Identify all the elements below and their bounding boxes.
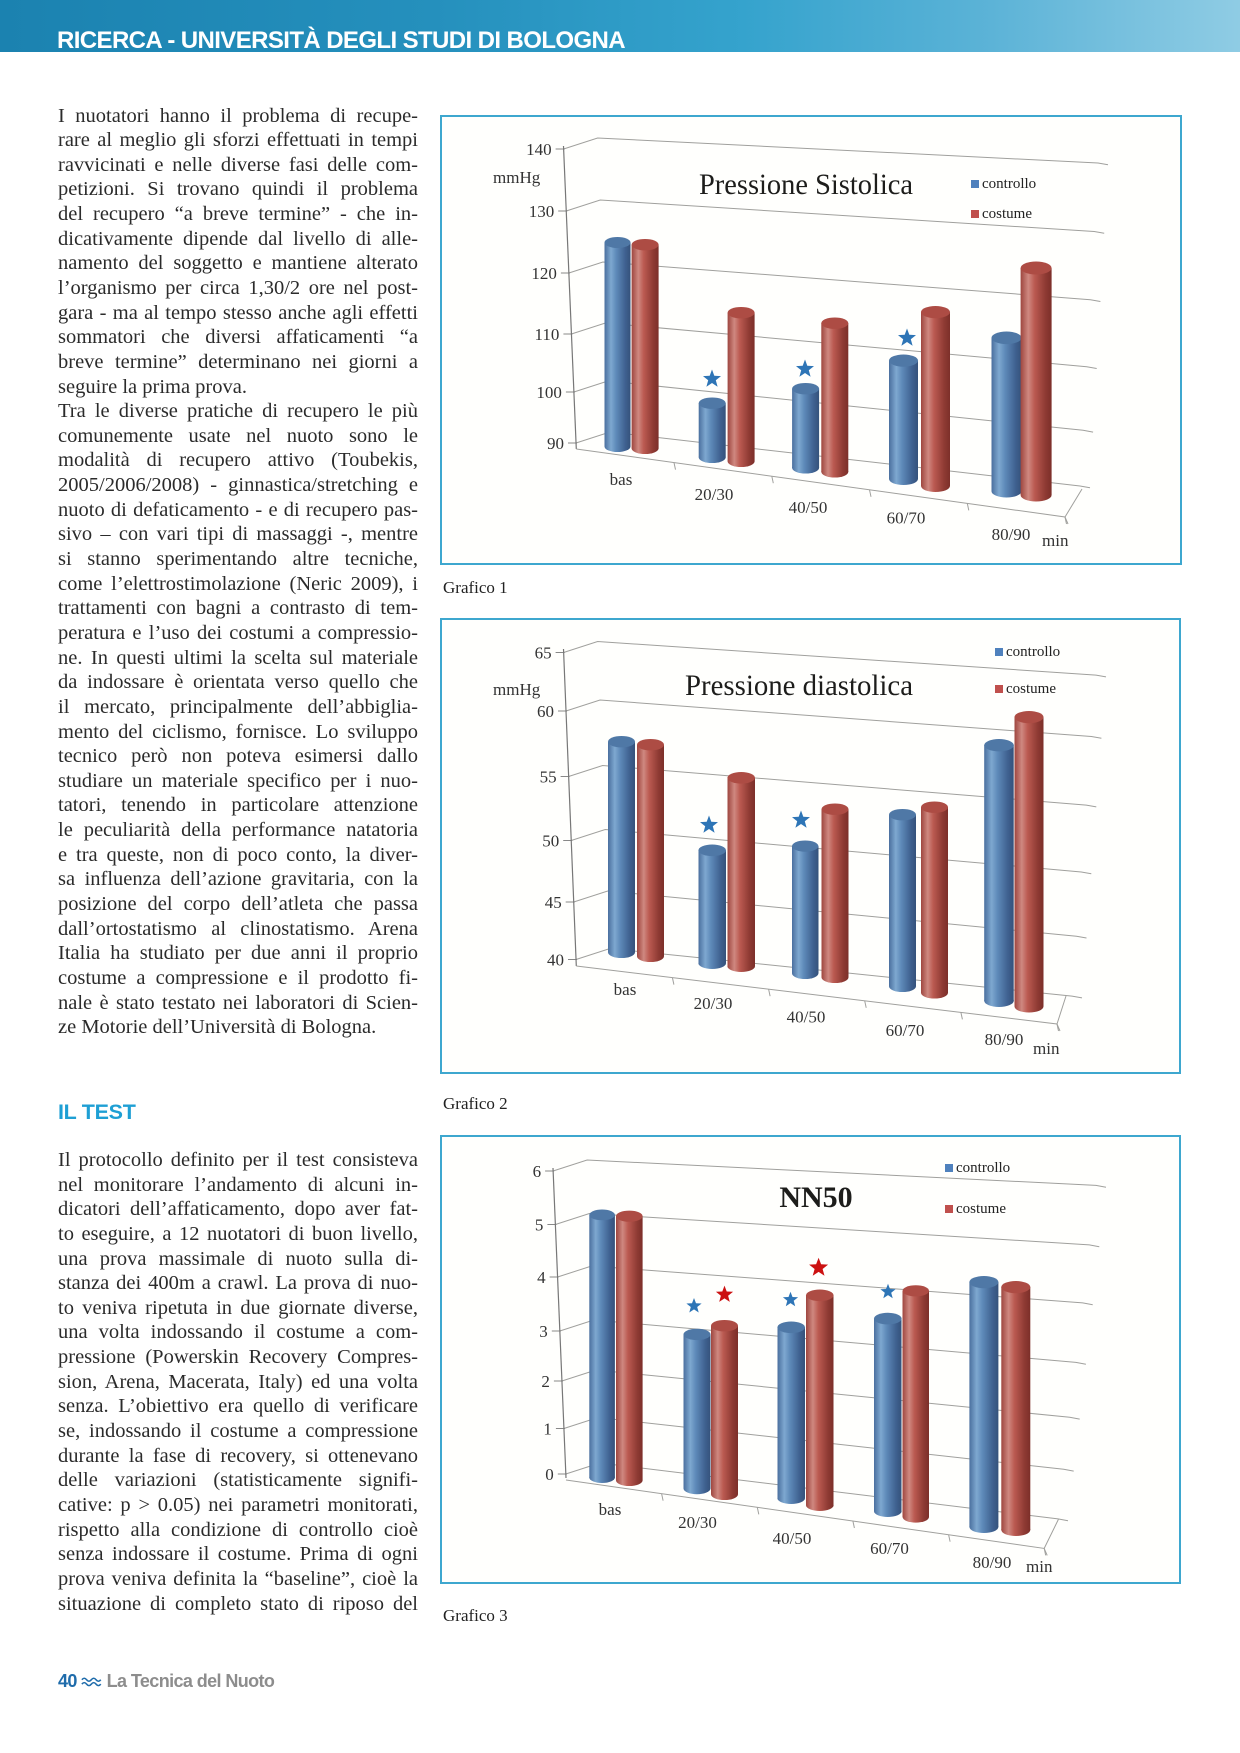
svg-text:80/90: 80/90 [973,1553,1012,1572]
svg-text:120: 120 [531,264,557,283]
svg-text:20/30: 20/30 [694,994,733,1013]
svg-text:6: 6 [533,1162,542,1181]
svg-text:min: min [1026,1557,1053,1576]
svg-text:60/70: 60/70 [870,1539,909,1558]
svg-text:Pressione diastolica: Pressione diastolica [685,669,913,702]
svg-text:costume: costume [982,206,1032,222]
svg-text:min: min [1042,531,1069,550]
svg-text:50: 50 [542,832,559,851]
svg-text:Pressione Sistolica: Pressione Sistolica [699,168,913,201]
svg-text:80/90: 80/90 [992,525,1031,544]
svg-text:80/90: 80/90 [985,1030,1024,1049]
svg-text:costume: costume [956,1201,1006,1217]
svg-text:110: 110 [535,325,560,344]
svg-text:20/30: 20/30 [678,1513,717,1532]
svg-text:4: 4 [537,1268,546,1287]
svg-text:140: 140 [526,140,552,159]
svg-text:5: 5 [535,1216,544,1235]
svg-text:2: 2 [541,1372,550,1391]
svg-text:20/30: 20/30 [695,485,734,504]
svg-text:55: 55 [540,768,557,787]
svg-text:45: 45 [545,893,562,912]
svg-text:bas: bas [614,980,637,999]
svg-text:65: 65 [535,644,552,663]
svg-text:mmHg: mmHg [493,168,541,187]
svg-text:costume: costume [1006,681,1056,697]
svg-text:1: 1 [543,1420,552,1439]
svg-text:40/50: 40/50 [773,1529,812,1548]
svg-text:40/50: 40/50 [789,498,828,517]
svg-text:40: 40 [547,951,564,970]
svg-text:0: 0 [545,1465,554,1484]
svg-text:mmHg: mmHg [493,680,541,699]
svg-text:40/50: 40/50 [787,1008,826,1027]
svg-text:60/70: 60/70 [887,509,926,528]
svg-text:130: 130 [529,202,555,221]
svg-text:60: 60 [537,702,554,721]
svg-text:min: min [1033,1039,1060,1058]
svg-text:60/70: 60/70 [886,1021,925,1040]
svg-text:controllo: controllo [982,176,1036,192]
svg-text:90: 90 [547,434,564,453]
svg-text:controllo: controllo [956,1160,1010,1176]
svg-text:controllo: controllo [1006,644,1060,660]
svg-text:bas: bas [610,470,633,489]
svg-text:NN50: NN50 [779,1181,852,1214]
svg-text:bas: bas [599,1500,622,1519]
svg-text:100: 100 [536,383,562,402]
svg-text:3: 3 [539,1322,548,1341]
